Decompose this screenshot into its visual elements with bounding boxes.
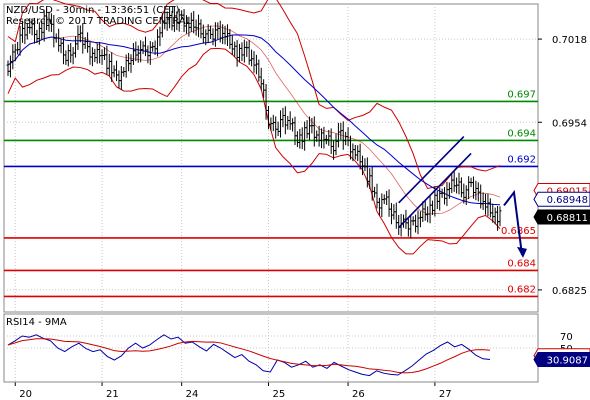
price-tick-label: 0.7018 xyxy=(552,35,587,46)
bollinger-upper xyxy=(7,0,501,190)
channel-upper-line xyxy=(398,135,465,204)
main-plot-area xyxy=(3,3,539,313)
projection-arrow-line xyxy=(503,189,523,255)
level-label: 0.692 xyxy=(507,154,536,165)
rsi-tick-label: 70 xyxy=(560,332,573,343)
main-grid xyxy=(4,4,538,312)
rsi-grid xyxy=(4,314,538,382)
price-bars xyxy=(6,6,502,239)
rsi-ma-line xyxy=(7,338,491,374)
time-axis: 20 21 24 25 26 27 xyxy=(4,381,538,400)
price-tick-label: 0.6825 xyxy=(552,286,587,297)
price-tag-box xyxy=(533,191,590,207)
day-label: 20 xyxy=(19,389,32,400)
bollinger-lower xyxy=(7,47,501,255)
level-label: 0.694 xyxy=(507,128,536,139)
channel-and-projection xyxy=(398,135,527,258)
price-tag-box xyxy=(533,209,590,225)
rsi-axis: 705037.036130.9087 xyxy=(533,332,590,367)
rsi-line xyxy=(7,334,491,377)
day-label: 21 xyxy=(106,389,119,400)
channel-lower-line xyxy=(398,152,472,229)
research-credit: Research © 2017 TRADING CENTRAL xyxy=(6,16,192,27)
rsi-tag-label: 30.9087 xyxy=(547,355,588,366)
day-label: 27 xyxy=(439,389,452,400)
price-tag-label: 0.68811 xyxy=(547,213,588,224)
level-label: 0.682 xyxy=(507,284,536,295)
price-tag-label: 0.68948 xyxy=(547,195,588,206)
level-label: 0.684 xyxy=(507,258,536,269)
day-label: 25 xyxy=(272,389,285,400)
day-label: 26 xyxy=(352,389,365,400)
rsi-title: RSI14 - 9MA xyxy=(6,317,67,328)
day-label: 24 xyxy=(186,389,199,400)
projection-arrow-head xyxy=(517,246,527,258)
rsi-tag-box xyxy=(533,351,590,367)
chart-title: NZD/USD - 30min - 13:36:51 (CET) xyxy=(6,5,180,16)
price-tick-label: 0.6954 xyxy=(552,118,587,129)
rsi-lines xyxy=(7,334,491,377)
moving-average xyxy=(7,34,501,206)
price-axis: 0.7018 0.6954 0.6825 xyxy=(538,35,587,297)
level-label: 0.697 xyxy=(507,89,536,100)
